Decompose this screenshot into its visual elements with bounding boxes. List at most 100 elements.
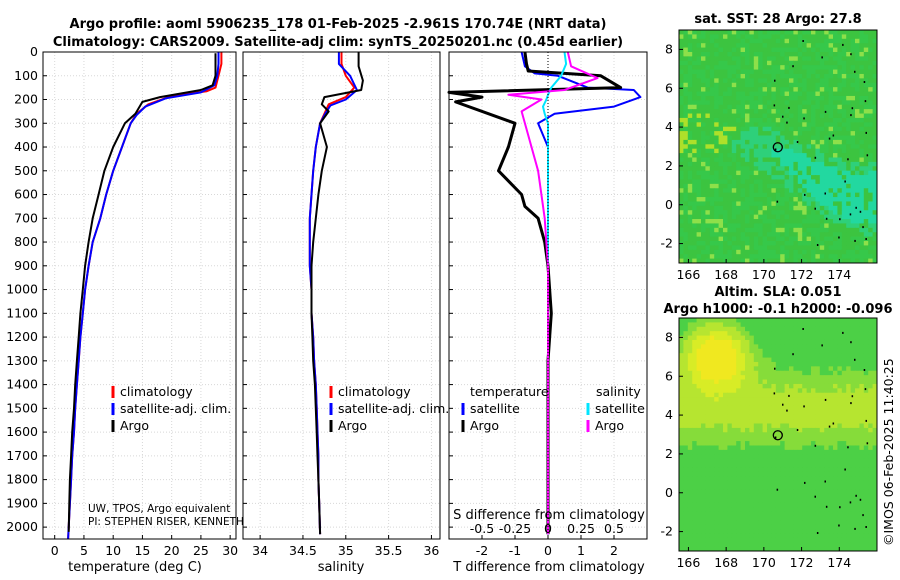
map-sst-cell <box>758 47 764 53</box>
map-sst-cell <box>806 192 812 198</box>
map-sla-cell <box>797 471 803 477</box>
map-sst-cell <box>705 109 711 115</box>
map-sla-cell <box>784 441 790 446</box>
map-sla-cell <box>833 507 838 512</box>
map-sla-cell <box>692 432 698 438</box>
map-sla-cell <box>859 498 865 504</box>
map-sla-cell <box>859 476 865 482</box>
map-sla-cell <box>815 414 821 420</box>
map-sst-cell <box>859 43 865 49</box>
map-sla-cell <box>745 318 750 323</box>
map-sla-cell <box>819 537 825 543</box>
map-sst-cell <box>802 69 808 75</box>
map-sla-cell <box>731 397 737 403</box>
map-sla-cell <box>714 537 720 543</box>
map-sst-cell <box>736 47 742 53</box>
map-sst-cell <box>833 183 838 189</box>
map-sst-cell <box>718 87 724 93</box>
map-sst-cell <box>731 139 737 145</box>
map-sla-cell <box>749 458 755 464</box>
map-sla-cell <box>780 502 786 508</box>
map-sst-cell <box>692 139 698 145</box>
map-sst-cell <box>793 51 799 57</box>
map-sst-cell <box>824 166 830 172</box>
map-sst-cell <box>692 60 698 66</box>
map-sst-cell <box>868 69 874 75</box>
map-sla-cell <box>833 436 838 442</box>
map-sst-cell <box>723 69 728 75</box>
map-sst-cell <box>863 100 869 106</box>
map-sla-cell <box>824 515 830 521</box>
map-sst-cell <box>767 104 772 110</box>
map-sst-cell <box>841 175 847 180</box>
map-sst-cell <box>696 232 702 238</box>
map-sla-cell <box>793 441 799 446</box>
map-sla-cell <box>714 436 720 442</box>
map-sst-cell <box>815 249 821 255</box>
map-sst-cell <box>679 109 684 115</box>
map-sst-cell <box>767 183 772 189</box>
map-sla-cell <box>846 322 852 328</box>
map-sst-cell <box>736 139 742 145</box>
depth-tick-label: 200 <box>14 92 38 107</box>
map-sla-cell <box>718 454 724 460</box>
map-sst-cell <box>841 236 847 242</box>
map-sst-cell <box>771 236 777 242</box>
map-sla-cell <box>775 489 781 495</box>
map-sst-cell <box>683 179 689 185</box>
map-sst-cell <box>758 30 764 35</box>
map-sst-cell <box>723 205 728 211</box>
map-sla-cell <box>837 480 843 486</box>
map-sla-cell <box>837 515 843 521</box>
map-sst-cell <box>745 104 750 110</box>
map-sst-cell <box>828 139 834 145</box>
map-sst-cell <box>683 223 689 229</box>
map-sst-cell <box>731 135 737 141</box>
map-sst-cell <box>784 43 790 49</box>
map-sst-cell <box>797 87 803 93</box>
map-sla-cell <box>780 353 786 359</box>
map-sst-cell <box>780 157 786 163</box>
map-sla-cell <box>753 388 759 394</box>
map-sla-cell <box>679 471 684 477</box>
map-sla-cell <box>705 502 711 508</box>
map-sla-cell <box>727 533 733 539</box>
map-sla-cell <box>687 454 693 460</box>
map-sst-cell <box>679 126 684 132</box>
map-sla-cell <box>731 467 737 473</box>
map-sla-cell <box>709 331 715 337</box>
map-sla-cell <box>841 318 847 323</box>
map-sla-cell <box>811 471 816 477</box>
map-sst-cell <box>815 78 821 84</box>
map-sst-cell <box>815 170 821 176</box>
map-sst-cell <box>687 219 693 224</box>
map-sla-cell <box>709 401 715 407</box>
map-sla-cell <box>749 414 755 420</box>
map-sla-cell <box>833 344 838 350</box>
map-sst-cell <box>740 232 746 238</box>
map-sst-cell <box>837 82 843 88</box>
map-sla-cell <box>771 498 777 504</box>
map-sla-cell <box>701 419 706 425</box>
map-sst-cell <box>740 205 746 211</box>
map-sla-cell <box>701 529 706 534</box>
map-sst-cell <box>855 82 860 88</box>
map-sst-cell <box>846 205 852 211</box>
map-sla-cell <box>687 485 693 490</box>
map-sst-cell <box>784 205 790 211</box>
map-sla-cell <box>714 366 720 372</box>
map-sla-cell <box>736 331 742 337</box>
map-sla-cell <box>824 537 830 543</box>
map-sst-cell <box>793 82 799 88</box>
map-sst-cell <box>828 73 834 79</box>
map-sla-cell <box>824 489 830 495</box>
map-sst-cell <box>802 205 808 211</box>
map-sst-cell <box>850 219 856 224</box>
map-sst-cell <box>731 245 737 251</box>
map-sst-cell <box>727 245 733 251</box>
map-sst-cell <box>762 82 768 88</box>
map-sla-cell <box>749 370 755 376</box>
map-sst-cell <box>749 73 755 79</box>
map-sla-cell <box>811 489 816 495</box>
map-sst-cell <box>872 249 878 255</box>
